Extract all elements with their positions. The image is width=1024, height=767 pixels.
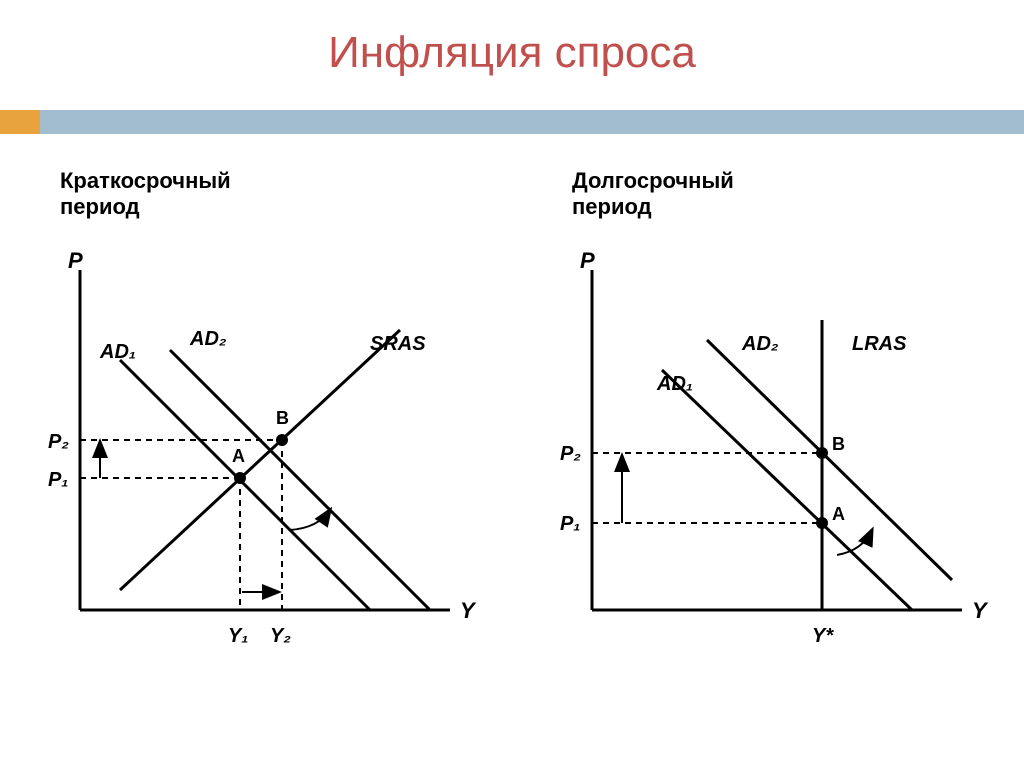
short-run-chart: Краткосрочныйпериод PYAD₁AD₂SRASABP₁P₂Y₁… [0,150,512,710]
svg-text:Y: Y [972,598,989,623]
slide-title: Инфляция спроса [0,0,1024,78]
long-run-chart: Долгосрочныйпериод PYLRASAD₁AD₂ABP₁P₂Y* [512,150,1024,710]
svg-text:A: A [232,446,245,466]
svg-text:B: B [276,408,289,428]
band-right [40,110,1024,134]
svg-text:P₁: P₁ [560,513,580,535]
svg-text:AD₂: AD₂ [741,333,779,355]
band-left [0,110,40,134]
svg-text:Y₂: Y₂ [270,625,291,647]
svg-text:P: P [68,248,83,273]
svg-text:AD₁: AD₁ [656,373,693,395]
decorative-band [0,110,1024,134]
svg-text:P₂: P₂ [48,431,69,453]
svg-text:B: B [832,434,845,454]
svg-text:Y*: Y* [812,625,834,647]
svg-text:AD₁: AD₁ [99,341,136,363]
charts-container: Краткосрочныйпериод PYAD₁AD₂SRASABP₁P₂Y₁… [0,150,1024,710]
short-run-svg: P Y AD₁ AD₂ SRAS A B P₁ P₂ Y₁ Y₂ [0,150,512,710]
long-run-svg: P Y LRAS AD₁ AD₂ A B P₁ P₂ Y* [512,150,1024,710]
svg-text:SRAS: SRAS [370,333,426,355]
svg-text:LRAS: LRAS [852,333,907,355]
svg-text:P₁: P₁ [48,469,68,491]
svg-text:P₂: P₂ [560,443,581,465]
svg-text:A: A [832,504,845,524]
svg-text:P: P [580,248,595,273]
svg-text:Y: Y [460,598,477,623]
slide: Инфляция спроса Краткосрочныйпериод PYAD… [0,0,1024,767]
svg-text:Y₁: Y₁ [228,625,248,647]
svg-text:AD₂: AD₂ [189,328,227,350]
